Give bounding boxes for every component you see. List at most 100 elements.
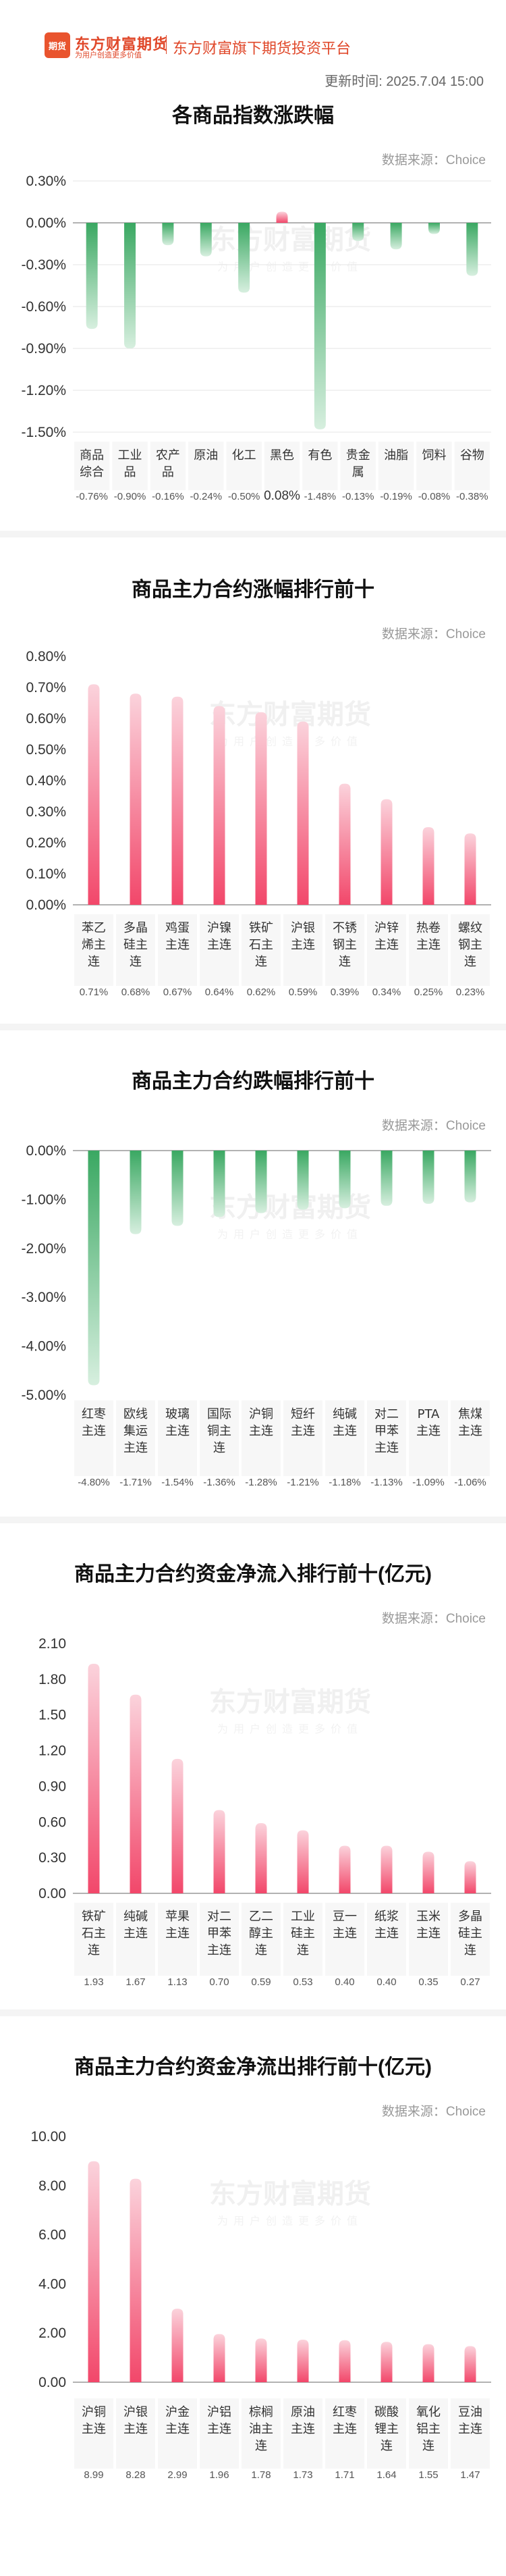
value-label: -1.21%: [287, 1477, 319, 1488]
category-label: 原油: [194, 448, 218, 463]
watermark-slogan: 为用户创造更多价值: [217, 735, 363, 747]
bar-6: [297, 1151, 309, 1210]
category-label: 铁矿: [249, 921, 273, 935]
category-cell: [378, 442, 414, 490]
y-tick-label: -1.20%: [21, 383, 66, 398]
category-label: 主连: [374, 938, 399, 952]
brand-platform: 东方财富旗下期货投资平台: [173, 40, 352, 57]
bar-1: [88, 684, 100, 905]
category-label: 主连: [291, 938, 315, 952]
section-divider: [0, 2009, 506, 2016]
value-label: 1.96: [209, 2469, 229, 2481]
category-label: 国际: [207, 1407, 231, 1421]
bar-8: [381, 1151, 393, 1206]
category-label: 铜主: [207, 1424, 231, 1438]
category-label: 沪银: [291, 921, 315, 935]
bar-9: [390, 223, 402, 250]
category-cell: [409, 1400, 448, 1476]
category-cell: [74, 1400, 113, 1476]
value-label: 0.62%: [247, 987, 276, 998]
category-label: 饲料: [422, 448, 446, 463]
y-tick-label: 0.80%: [26, 649, 66, 664]
bar-2: [130, 1694, 142, 1893]
watermark-text: 东方财富期货: [209, 1687, 371, 1718]
value-label: 1.64: [376, 2469, 396, 2481]
category-label: 主连: [374, 1441, 399, 1455]
category-cell: [158, 2398, 197, 2469]
category-label: 豆一: [333, 1910, 357, 1924]
bar-9: [422, 1851, 434, 1893]
category-label: 钢主: [333, 938, 357, 952]
category-cell: [283, 2398, 322, 2469]
value-label: -0.19%: [380, 491, 412, 502]
bar-1: [86, 223, 98, 330]
value-label: 0.23%: [456, 987, 485, 998]
category-cell: [74, 442, 110, 490]
category-cell: [116, 1903, 155, 1976]
category-label: 农产: [156, 448, 180, 463]
category-label: 纯碱: [333, 1407, 357, 1421]
watermark-slogan: 为用户创造更多价值: [217, 1723, 363, 1735]
value-label: -0.50%: [228, 491, 260, 502]
category-cell: [367, 1903, 406, 1976]
category-cell: [340, 442, 376, 490]
category-label: 工业: [291, 1910, 315, 1924]
category-cell: [112, 442, 148, 490]
bar-4: [213, 1810, 225, 1893]
bar-3: [171, 1758, 184, 1893]
bar-7: [339, 1845, 351, 1893]
category-label: 玻璃: [165, 1407, 190, 1421]
y-tick-label: 0.30: [38, 1850, 66, 1866]
category-cell: [200, 914, 239, 986]
category-label: 主连: [165, 1926, 190, 1941]
y-tick-label: -1.50%: [21, 425, 66, 440]
category-label: 对二: [374, 1407, 399, 1421]
chart-title-outflow: 商品主力合约资金净流出排行前十(亿元): [74, 2056, 432, 2078]
y-tick-label: 1.80: [38, 1672, 66, 1687]
category-label: 沪铜: [249, 1407, 273, 1421]
watermark-text: 东方财富期货: [209, 2178, 371, 2209]
category-label: 连: [88, 955, 100, 969]
watermark-text: 东方财富期货: [209, 224, 371, 255]
y-tick-label: 8.00: [38, 2178, 66, 2194]
category-label: 连: [255, 1943, 267, 1957]
category-label: 有色: [308, 448, 332, 463]
bar-8: [381, 2342, 393, 2382]
y-tick-label: 0.00%: [26, 215, 66, 231]
category-label: 碳酸: [374, 2405, 399, 2419]
bar-6: [297, 1830, 309, 1893]
category-label: 连: [255, 2439, 267, 2453]
value-label: 0.67%: [163, 987, 192, 998]
category-label: 欧线: [123, 1407, 148, 1421]
category-label: 乙二: [249, 1910, 273, 1924]
y-tick-label: 0.20%: [26, 835, 66, 851]
bar-6: [297, 2340, 309, 2382]
category-label: 连: [464, 955, 476, 969]
category-label: 钢主: [458, 938, 482, 952]
value-label: -1.48%: [304, 491, 337, 502]
category-cell: [302, 442, 338, 490]
value-label: 1.93: [84, 1976, 103, 1988]
bar-9: [422, 827, 434, 905]
category-label: 玉米: [416, 1910, 441, 1924]
bar-9: [422, 1151, 434, 1204]
category-label: 烯主: [82, 938, 106, 952]
bar-9: [422, 2344, 434, 2382]
bar-5: [255, 1823, 267, 1893]
value-label: 0.64%: [205, 987, 234, 998]
category-cell: [116, 2398, 155, 2469]
category-label: 原油: [291, 2405, 315, 2419]
y-tick-label: 0.70%: [26, 680, 66, 695]
category-cell: [454, 442, 490, 490]
category-cell: [451, 1903, 490, 1976]
category-cell: [242, 914, 281, 986]
value-label: -1.28%: [245, 1477, 277, 1488]
category-label: 连: [381, 2439, 393, 2453]
category-cell: [74, 2398, 113, 2469]
update-time-label: 更新时间:: [325, 74, 383, 89]
y-tick-label: -2.00%: [21, 1241, 66, 1257]
category-label: 鸡蛋: [165, 921, 190, 935]
y-tick-label: 0.30%: [26, 804, 66, 820]
category-label: 主连: [249, 1424, 273, 1438]
